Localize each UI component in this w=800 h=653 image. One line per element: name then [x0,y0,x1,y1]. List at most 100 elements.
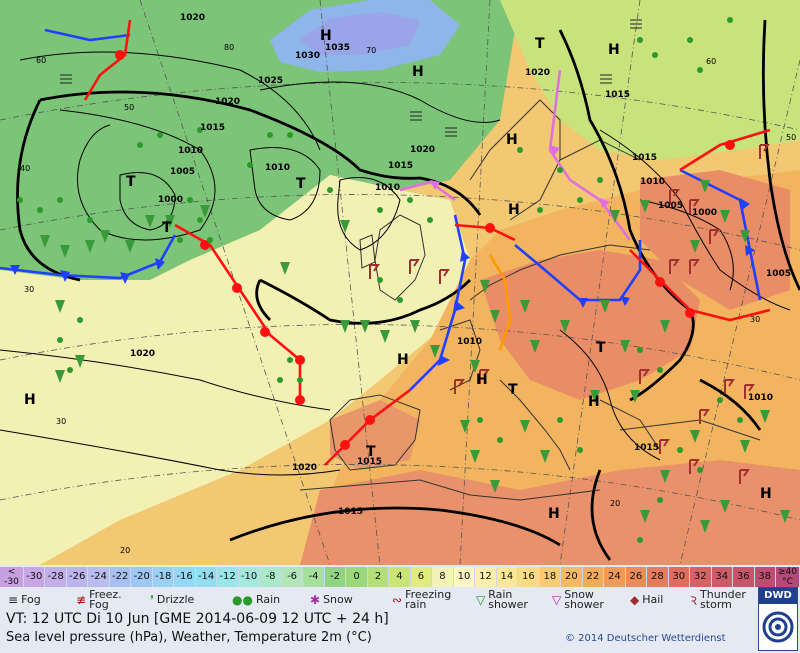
land-north-green [500,0,800,160]
freezing-fog-icon: ≢ [76,593,87,607]
land-hot-central [480,250,700,400]
grid-label-group: 60 50 40 30 20 30 70 80 60 50 30 20 [20,43,796,555]
legend-freezing-rain: ∾ Freezing rain [392,589,451,611]
high-pressure-center: H [397,352,409,368]
front-symbols [10,50,755,450]
grid-label: 40 [20,164,30,173]
scale-swatch: 26 [625,567,648,587]
legend-thunderstorm: Ꝛ Thunder storm [690,589,746,611]
land-iberia-hot [330,400,420,470]
grid-label: 50 [786,133,796,142]
grid-label: 50 [124,103,134,112]
temperature-scale: < -30 -30 -28 -26 -24 -22 -20 -18 -16 -14 -12 -10-… [0,567,800,587]
isobar-label: 1030 [295,51,320,61]
grid-label: 60 [36,56,46,65]
scale-lowest-symbol: < [7,567,16,577]
legend-label: Drizzle [156,593,195,606]
isobar-label: 1015 [338,507,363,517]
weather-map: 1020 1015 1030 1035 1025 1020 1010 1005 … [0,0,800,565]
thunderstorm-symbols [369,144,770,484]
isobars [0,51,791,476]
isobar-label: 1010 [457,337,482,347]
scale-highest-value: ≥40 [778,567,797,577]
low-pressure-center: T [535,36,545,52]
scale-swatch: -12 [217,567,239,587]
legend-label: Rain shower [488,588,528,611]
fog-icon: ≡ [8,593,19,607]
isobar-label: 1020 [292,463,317,473]
scale-swatch: 34 [711,567,734,587]
high-pressure-center: H [506,132,518,148]
swirl-icon [762,611,794,643]
high-pressure-center: H [508,202,520,218]
rain-icon: ●● [232,593,253,607]
high-pressure-center: H [476,372,488,388]
grid-label: 70 [366,46,376,55]
scale-swatch: -10 [238,567,261,587]
scale-swatch: 4 [389,567,411,587]
grid-label: 20 [120,546,130,555]
isobar-label-group: 1020 1015 1030 1035 1025 1020 1010 1005 … [130,13,791,517]
scale-swatch: 8 [432,567,454,587]
grid-label: 20 [610,499,620,508]
scale-swatch: -26 [66,567,89,587]
isobar-label: 1010 [375,183,400,193]
scale-swatch: -22 [109,567,132,587]
grid-label: 80 [224,43,234,52]
drizzle-icon: ❜ [150,593,154,607]
legend-label: Thunder storm [700,588,746,611]
scale-swatch: 24 [604,567,626,587]
precipitation-symbols [17,17,743,543]
isobar-label: 1020 [130,349,155,359]
isobar-label: 1035 [325,43,350,53]
legend-fog: ≡ Fog [8,589,41,611]
high-pressure-center: H [412,64,424,80]
low-pressure-center: T [162,220,172,236]
scale-swatch: 14 [496,567,519,587]
dwd-logo: DWD [758,587,798,651]
scale-swatch: 28 [647,567,669,587]
legend-label: Snow shower [564,588,604,611]
occluded-front [399,69,632,241]
isobar-label: 1005 [766,269,791,279]
low-pressure-center: T [596,340,606,356]
scale-highest-unit: °C [782,577,793,587]
isobar-label: 1010 [265,163,290,173]
legend-label: Hail [642,593,664,606]
lat-lon-grid [0,0,800,565]
isobar-label: 1010 [640,177,665,187]
scale-swatch: 36 [733,567,755,587]
scale-swatch: -6 [281,567,304,587]
scale-swatch-highest: ≥40 °C [776,567,800,587]
high-pressure-center: H [588,394,600,410]
isobar-label: 1015 [200,123,225,133]
low-pressure-center: T [126,174,136,190]
cold-front-east [679,168,762,301]
warm-front-iberia [324,388,411,466]
high-pressure-center: H [548,506,560,522]
legend-snow: ✱ Snow [310,589,353,611]
isobar-label: 1005 [658,201,683,211]
legend-label: Rain [255,593,281,606]
scale-swatch: 38 [754,567,776,587]
warm-front-north [83,19,132,101]
legend-label: Fog [21,593,41,606]
scale-swatch: -30 [24,567,46,587]
hail-icon: ◆ [630,593,640,607]
valid-time-line: VT: 12 UTC Di 10 Jun [GME 2014-06-09 12 … [6,611,389,627]
scale-swatch: 16 [518,567,540,587]
scale-swatch: 32 [690,567,712,587]
legend-rain: ●● Rain [232,589,280,611]
scale-swatch: -18 [152,567,175,587]
snow-icon: ✱ [310,593,321,607]
cold-area-north-core [300,12,420,55]
land-hot-east [640,170,790,310]
grid-label: 30 [750,315,760,324]
isobar-label: 1020 [410,145,435,155]
scale-lowest-value: -30 [4,577,19,587]
legend-label: Snow [323,593,353,606]
freezing-rain-icon: ∾ [392,593,403,607]
scale-swatch: 2 [367,567,390,587]
scale-swatch: -2 [324,567,347,587]
scale-swatch: -28 [45,567,67,587]
